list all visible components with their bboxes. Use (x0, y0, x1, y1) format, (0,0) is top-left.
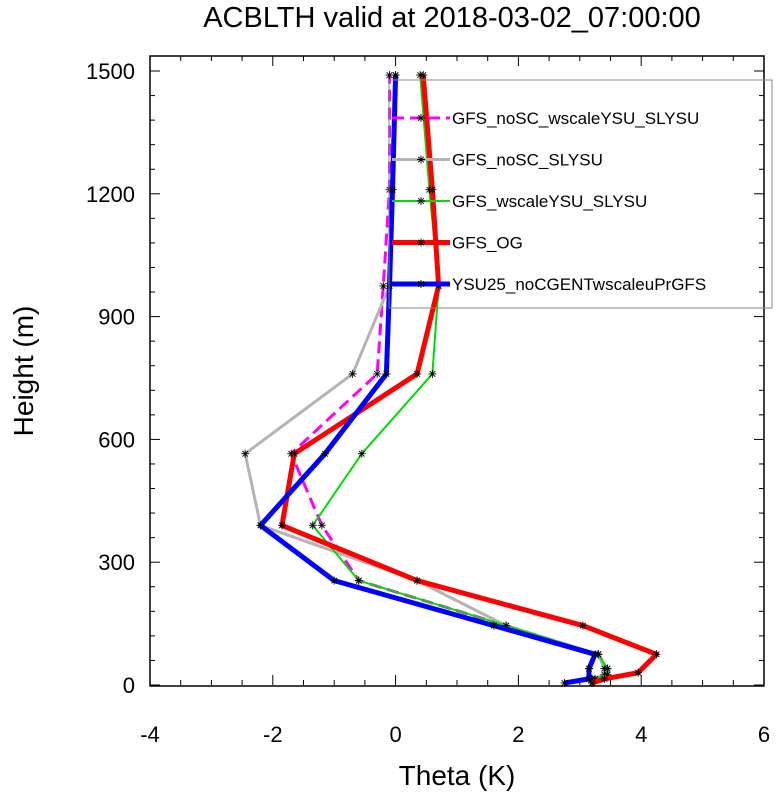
y-tick-label: 1200 (86, 182, 135, 207)
legend-box (388, 79, 773, 309)
data-point (330, 576, 339, 585)
plot-area (241, 71, 661, 687)
data-point (652, 650, 661, 659)
data-point (585, 664, 594, 673)
x-tick-label: -2 (263, 722, 283, 747)
data-point (290, 449, 299, 458)
series-5 (256, 71, 600, 687)
data-point (417, 155, 425, 164)
data-point (382, 369, 391, 378)
data-point (308, 521, 317, 530)
data-point (278, 521, 287, 530)
legend-item: GFS_noSC_wscaleYSU_SLYSU (392, 109, 699, 128)
data-point (428, 369, 437, 378)
y-tick-label: 1500 (86, 59, 135, 84)
data-point (591, 674, 600, 683)
y-tick-label: 0 (123, 673, 135, 698)
data-point (241, 449, 250, 458)
data-point (578, 621, 587, 630)
y-axis-label: Height (m) (8, 306, 39, 437)
data-point (585, 674, 594, 683)
data-point (428, 185, 437, 194)
data-point (256, 521, 265, 530)
data-point (489, 621, 498, 630)
series-line (279, 74, 659, 686)
x-axis-label: Theta (K) (399, 760, 516, 791)
x-tick-label: 0 (389, 722, 401, 747)
data-point (357, 449, 366, 458)
data-point (603, 670, 612, 679)
data-point (320, 449, 329, 458)
legend-label: YSU25_noCGENTwscaleuPrGFS (452, 275, 706, 294)
data-point (600, 674, 609, 683)
data-point (502, 621, 511, 630)
data-point (419, 71, 428, 80)
x-tick-label: 4 (635, 722, 647, 747)
data-point (391, 71, 400, 80)
data-point (385, 71, 394, 80)
data-point (379, 281, 388, 290)
data-point (588, 678, 597, 687)
data-point (413, 576, 422, 585)
data-point (317, 521, 326, 530)
data-point (417, 280, 425, 288)
plot-frame (149, 55, 765, 687)
legend-label: GFS_OG (452, 234, 523, 253)
data-point (413, 369, 422, 378)
legend-item: GFS_wscaleYSU_SLYSU (392, 192, 647, 211)
y-tick-label: 300 (98, 550, 135, 575)
data-point (560, 678, 569, 687)
data-point (388, 185, 397, 194)
x-tick-label: -4 (140, 722, 160, 747)
y-tick-label: 600 (98, 427, 135, 452)
series-4 (278, 71, 661, 687)
data-point (591, 650, 600, 659)
data-point (417, 197, 425, 205)
legend-item: GFS_OG (392, 234, 523, 253)
chart-title: ACBLTH valid at 2018-03-02_07:00:00 (203, 2, 701, 34)
data-point (417, 114, 425, 122)
data-point (417, 238, 425, 247)
legend-label: GFS_noSC_SLYSU (452, 151, 603, 170)
x-tick-label: 6 (758, 722, 770, 747)
data-point (634, 668, 643, 677)
y-tick-label: 900 (98, 305, 135, 330)
data-point (354, 576, 363, 585)
x-tick-label: 2 (512, 722, 524, 747)
data-point (603, 664, 612, 673)
legend-item: GFS_noSC_SLYSU (392, 151, 603, 170)
legend-label: GFS_noSC_wscaleYSU_SLYSU (452, 109, 699, 128)
legend-item: YSU25_noCGENTwscaleuPrGFS (392, 275, 706, 294)
legend: GFS_noSC_wscaleYSU_SLYSU GFS_noSC_SLYSU GF… (388, 79, 773, 309)
data-point (348, 369, 357, 378)
legend-label: GFS_wscaleYSU_SLYSU (452, 192, 647, 211)
data-point (373, 369, 382, 378)
